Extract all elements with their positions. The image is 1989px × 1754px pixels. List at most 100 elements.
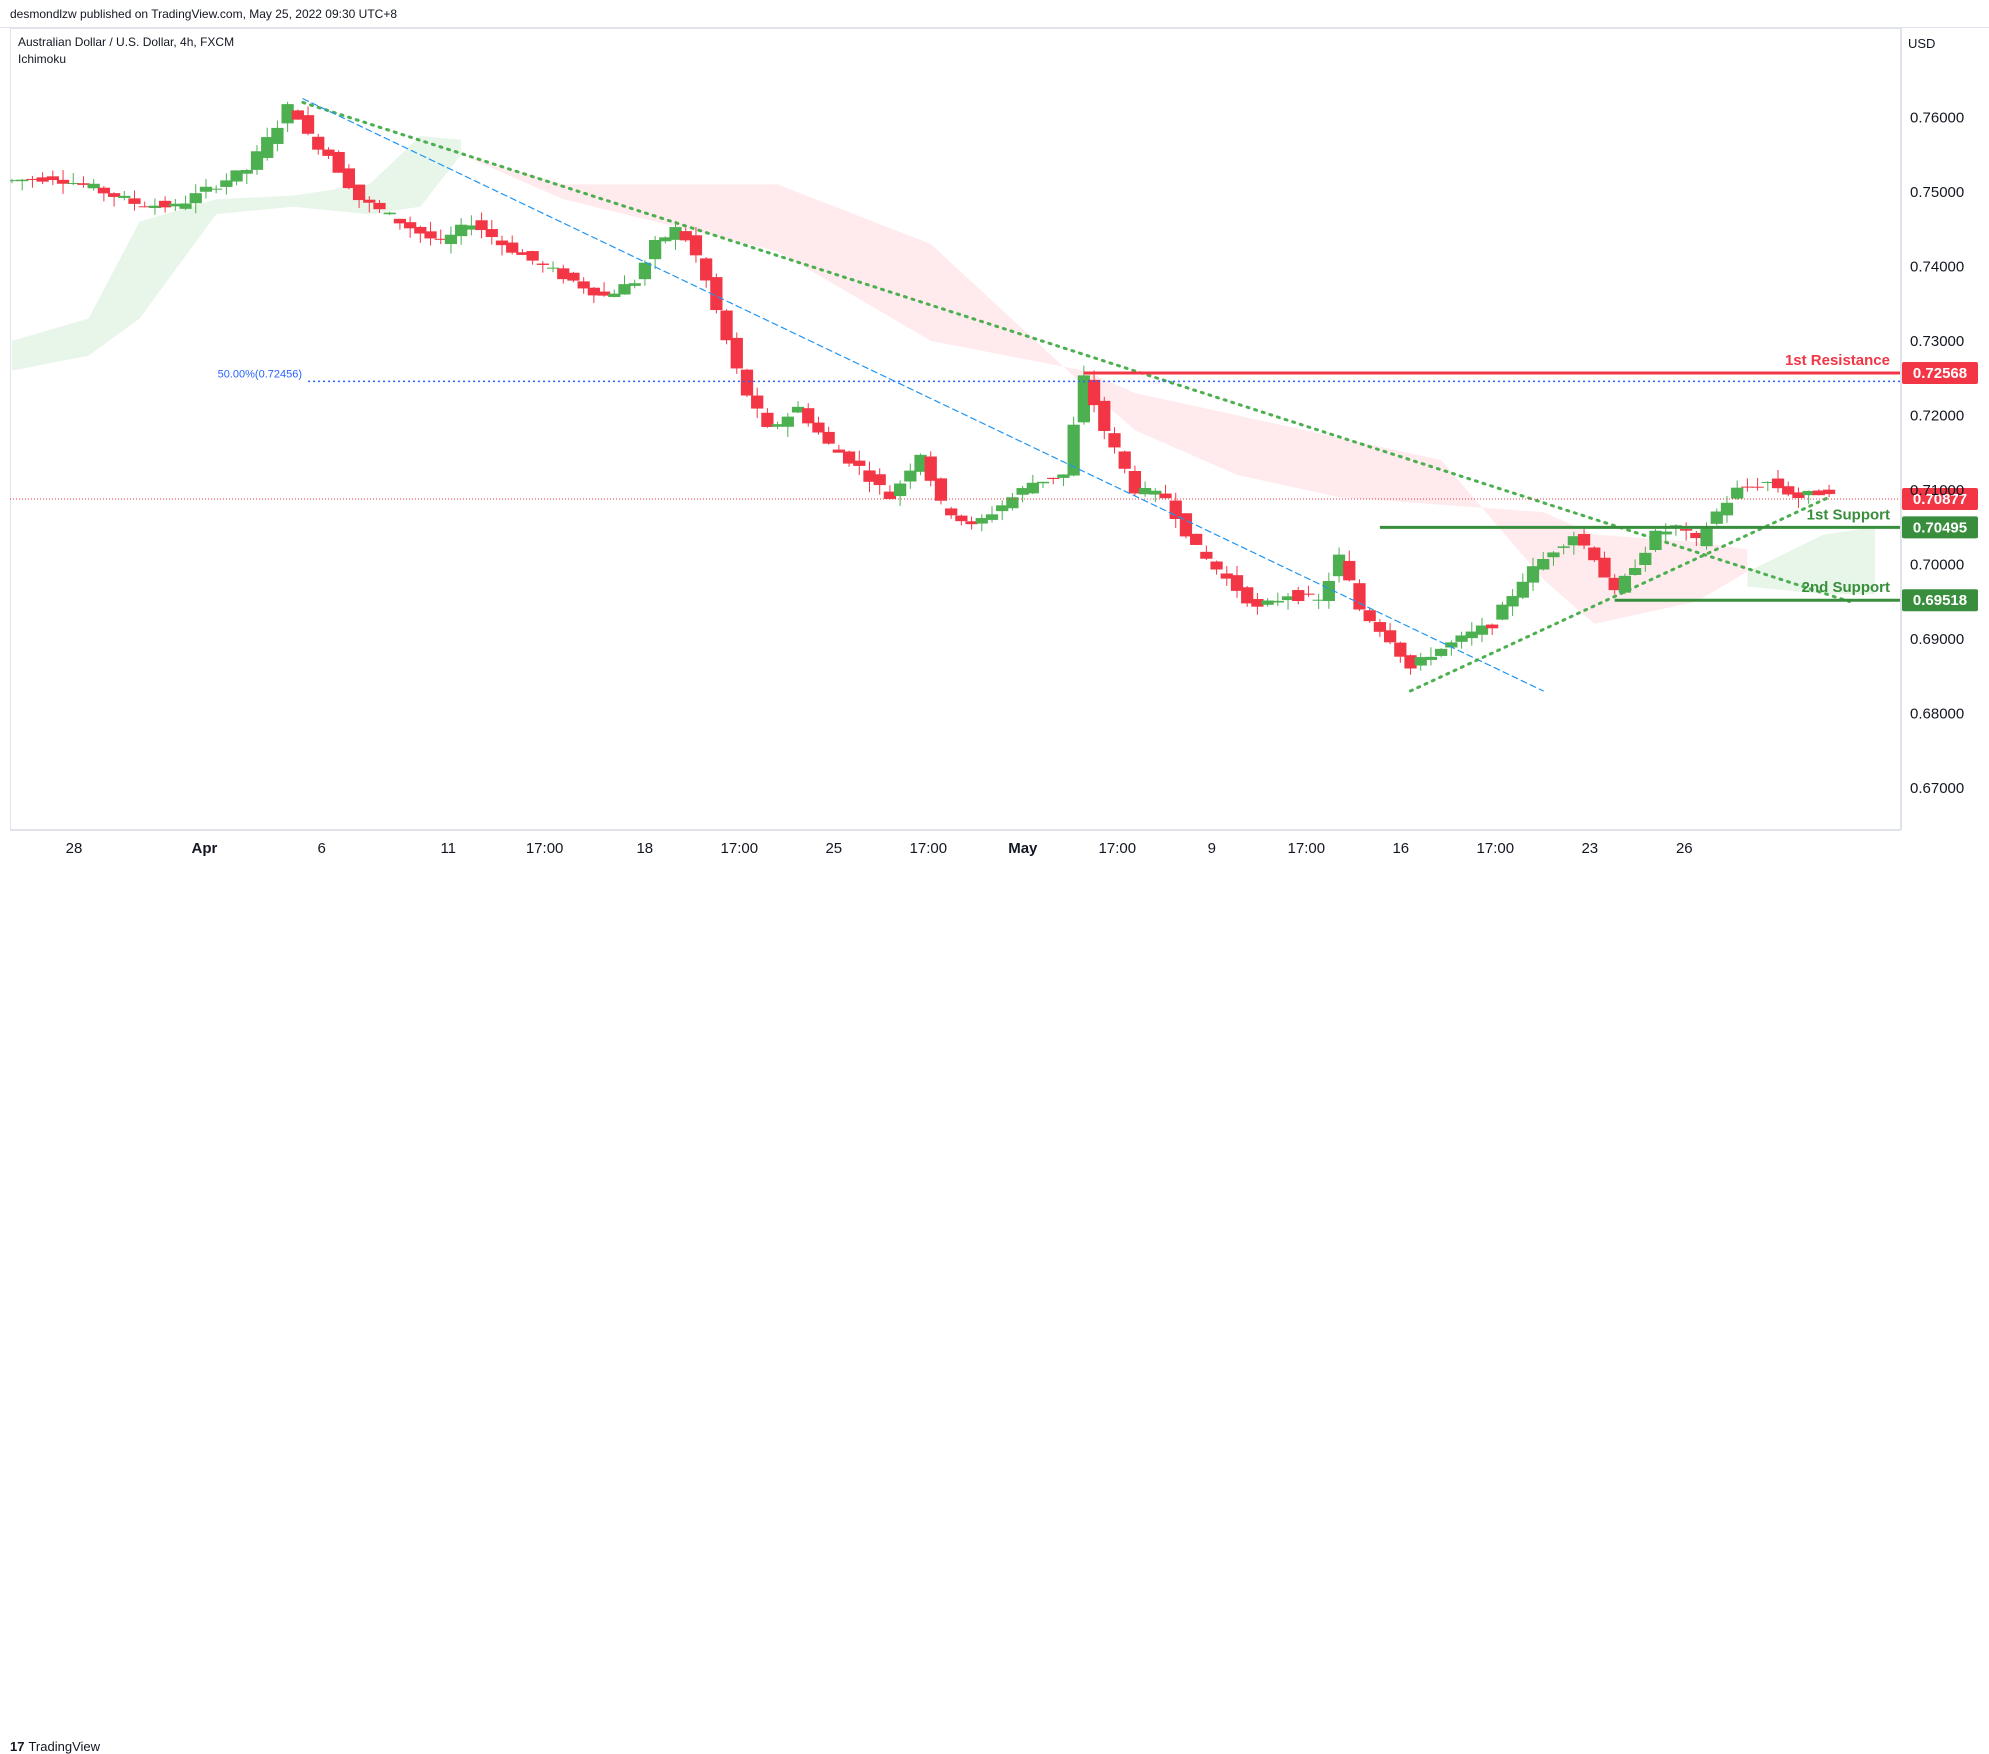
candle-body [730, 337, 743, 369]
candle-body [1516, 581, 1529, 598]
candle-body [148, 205, 162, 208]
candle-body [1506, 596, 1519, 607]
candle-body [220, 180, 233, 187]
candle-body [1383, 630, 1397, 643]
candle-body [842, 451, 856, 464]
level-price-label: 0.69518 [1913, 592, 1967, 609]
candle-body [771, 424, 784, 427]
candle-body [26, 178, 39, 180]
candle-body [1067, 424, 1080, 476]
candle-body [740, 369, 754, 396]
time-axis[interactable] [10, 830, 1901, 865]
trendline-dotted [301, 100, 1851, 604]
price-tick-label: 0.76000 [1910, 109, 1964, 126]
level-price-tag [1902, 362, 1978, 385]
candle-body [1087, 379, 1101, 406]
candle-body [1016, 488, 1029, 495]
candle-body [1751, 486, 1764, 488]
time-tick-label: Apr [192, 840, 218, 857]
candle-body [1547, 552, 1560, 558]
candles-group [10, 101, 1836, 675]
candle-body [250, 151, 264, 170]
candle-body [1802, 490, 1815, 496]
chart-canvas: 50.00%(0.72456) 1st Resistance 0.72568 1st … [10, 36, 1978, 857]
candle-body [169, 203, 182, 207]
candle-body [1414, 657, 1427, 666]
candle-body [1302, 593, 1315, 595]
candle-body [832, 449, 845, 453]
candle-body [1006, 497, 1019, 509]
candle-body [1588, 547, 1601, 561]
candle-body [465, 225, 478, 230]
candle-body [67, 183, 80, 185]
chart-pane[interactable] [10, 28, 1901, 830]
candle-body [414, 226, 427, 234]
candle-body [506, 242, 519, 253]
candle-body [710, 277, 723, 311]
level-price-tag [1902, 589, 1978, 612]
candle-body [659, 237, 672, 242]
price-tick-label: 0.72000 [1910, 407, 1964, 424]
candle-body [1557, 546, 1570, 548]
candle-body [1659, 531, 1672, 535]
price-axis[interactable] [1901, 28, 1989, 830]
time-tick-label: 28 [66, 840, 83, 857]
candle-body [863, 470, 876, 482]
candle-body [373, 202, 386, 210]
candle-body [1475, 625, 1489, 635]
candle-body [648, 239, 662, 260]
candle-body [107, 193, 121, 197]
candle-body [1128, 471, 1142, 494]
candle-body [1332, 554, 1346, 577]
trendline-dotted [1409, 495, 1831, 693]
symbol-legend[interactable]: Australian Dollar / U.S. Dollar, 4h, FXC… [18, 35, 235, 49]
candle-body [802, 408, 815, 424]
candle-body [1700, 528, 1713, 547]
indicator-legend[interactable]: Ichimoku [18, 52, 67, 66]
candle-body [1608, 577, 1621, 591]
time-tick-label: 11 [440, 840, 456, 857]
candle-body [46, 176, 59, 181]
candle-body [557, 268, 570, 280]
candle-body [189, 193, 202, 204]
tradingview-logo[interactable]: 17 TradingView [10, 1739, 100, 1754]
candle-body [56, 179, 70, 184]
publisher-text: desmondlzw published on TradingView.com,… [10, 7, 398, 21]
candle-body [1526, 566, 1540, 583]
candle-body [975, 518, 988, 524]
candle-body [1680, 529, 1693, 531]
candle-body [791, 406, 805, 413]
candle-body [567, 272, 580, 281]
candle-body [1036, 481, 1050, 484]
candle-body [118, 195, 131, 198]
candle-body [1026, 482, 1039, 494]
candle-body [1098, 400, 1111, 431]
candle-body [945, 508, 958, 516]
candle-body [628, 283, 641, 286]
candle-body [577, 281, 590, 289]
candle-body [1179, 513, 1193, 537]
candle-body [1149, 490, 1162, 495]
candle-body [516, 252, 529, 255]
candle-body [893, 483, 907, 497]
candle-body [689, 235, 703, 256]
candle-body [761, 412, 774, 427]
candle-body [1057, 474, 1070, 478]
tradingview-mark-icon: 17 [10, 1739, 25, 1754]
time-tick-label: 17:00 [1477, 840, 1515, 857]
time-tick-label: 23 [1581, 840, 1598, 857]
plot-group [10, 98, 1900, 693]
ichimoku-cloud-bearish [461, 154, 1748, 624]
candle-body [1537, 559, 1550, 570]
candle-body [363, 199, 376, 203]
trendline-dashed [302, 98, 1544, 692]
candle-body [1639, 552, 1652, 566]
candle-body [618, 284, 631, 295]
time-tick-label: 17:00 [721, 840, 759, 857]
candle-body [240, 170, 253, 174]
time-tick-label: 25 [825, 840, 842, 857]
candle-body [955, 515, 968, 522]
candle-body [128, 198, 141, 204]
candle-body [1373, 622, 1387, 632]
candle-body [1649, 530, 1662, 551]
